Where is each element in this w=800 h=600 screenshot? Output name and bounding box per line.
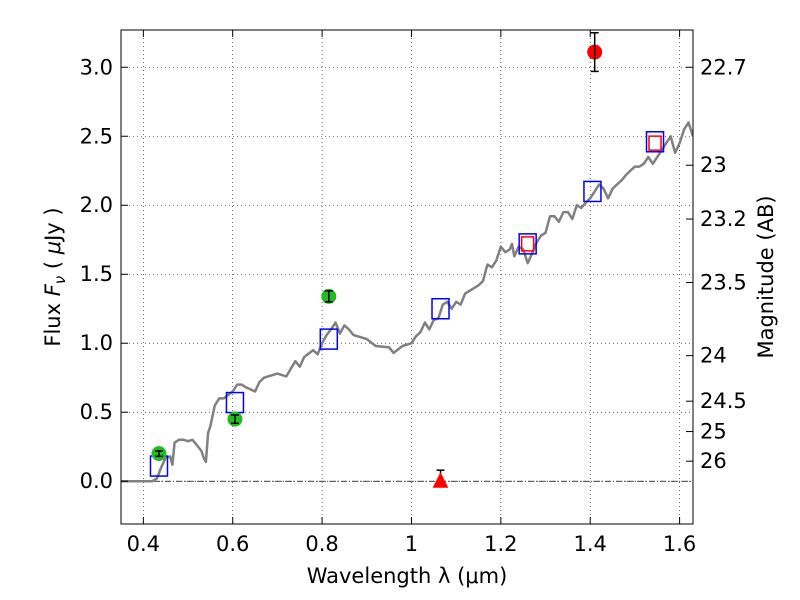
- model-spectrum-line: [121, 121, 693, 483]
- y-axis-label-pre: Flux: [41, 296, 65, 346]
- model-photometry-square: [431, 297, 450, 320]
- right-tick-label: 23.2: [700, 207, 747, 231]
- upper-limit-triangle: [432, 472, 449, 488]
- plot-frame: [120, 29, 694, 525]
- model-photometry-square: [583, 180, 602, 203]
- right-tick-label: 24: [700, 344, 727, 368]
- x-tick-label: 1.2: [484, 532, 517, 556]
- right-tick-label: 22.7: [700, 55, 747, 79]
- x-tick-label: 0.4: [127, 532, 160, 556]
- y-tick-label: 0.0: [80, 469, 113, 493]
- model-photometry-square: [319, 328, 339, 350]
- right-tick-label: 25: [700, 420, 727, 444]
- right-tick-label: 26: [700, 449, 727, 473]
- y-axis-right-label: Magnitude (AB): [754, 195, 778, 358]
- model-photometry-square: [645, 131, 665, 153]
- x-tick-label: 1: [405, 532, 418, 556]
- series-layer: [121, 32, 693, 488]
- right-tick-label: 23.5: [700, 271, 747, 295]
- model-photometry-inner-square: [520, 236, 535, 252]
- x-tick-label: 0.8: [305, 532, 338, 556]
- y-tick-label: 0.5: [80, 400, 113, 424]
- y-axis-label: Flux Fν ( μJy ): [41, 207, 69, 346]
- right-tick-label: 24.5: [700, 389, 747, 413]
- y-tick-label: 2.5: [80, 124, 113, 148]
- axis-ticks: 0.4 0.6 0.8 1 1.2 1.4 1.6 0.0 0.5 1.0 1.5 2.0 2.5 3.0…: [80, 30, 747, 556]
- x-tick-label: 0.6: [216, 532, 249, 556]
- model-photometry-square: [518, 233, 537, 255]
- y-tick-label: 3.0: [80, 55, 113, 79]
- y-tick-label: 1.0: [80, 331, 113, 355]
- x-axis-label: Wavelength λ (μm): [307, 564, 508, 588]
- x-tick-label: 1.6: [663, 532, 696, 556]
- y-tick-label: 1.5: [80, 262, 113, 286]
- model-photometry-inner-square: [648, 135, 662, 151]
- x-tick-label: 1.4: [574, 532, 607, 556]
- right-tick-label: 23: [700, 153, 727, 177]
- y-tick-label: 2.0: [80, 193, 113, 217]
